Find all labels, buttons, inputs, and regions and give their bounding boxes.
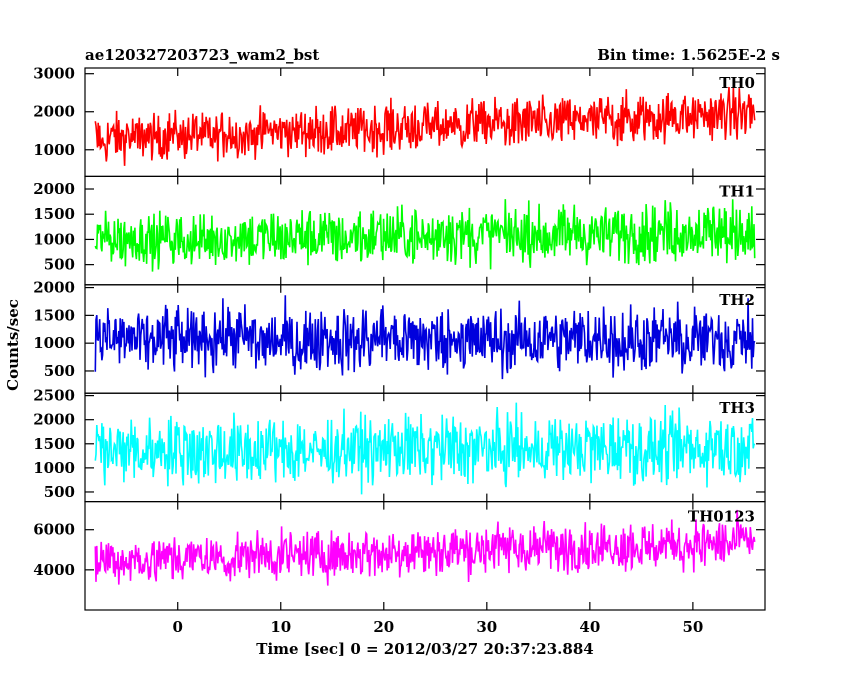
y-tick-label: 4000 — [33, 561, 75, 579]
x-tick-label: 10 — [270, 618, 291, 636]
y-tick-label: 1500 — [33, 205, 75, 223]
y-tick-label: 1000 — [33, 141, 75, 159]
series-line-th1 — [94, 199, 756, 272]
y-tick-label: 2000 — [33, 411, 75, 429]
x-tick-label: 0 — [173, 618, 183, 636]
panel-th3: 500 1000 1500 2000 2500 TH3 — [33, 387, 766, 503]
panel-label: TH3 — [719, 399, 755, 417]
y-tick-label: 6000 — [33, 521, 75, 539]
y-tick-label: 1000 — [33, 459, 75, 477]
panel-frame — [84, 501, 766, 611]
y-tick-label: 500 — [44, 256, 75, 274]
y-tick-label: 1500 — [33, 435, 75, 453]
panel-th1: 500 1000 1500 2000 TH1 — [33, 175, 766, 286]
panel-label: TH1 — [719, 182, 755, 200]
y-axis-label: Counts/sec — [4, 299, 22, 391]
chart-title: ae120327203723_wam2_bst — [85, 46, 319, 64]
y-tick-label: 500 — [44, 483, 75, 501]
y-tick-label: 2000 — [33, 103, 75, 121]
panel-th0123: 4000 6000 TH0123 — [33, 501, 766, 611]
y-tick-label: 2000 — [33, 279, 75, 297]
y-tick-label: 1500 — [33, 306, 75, 324]
x-tick-label: 20 — [373, 618, 394, 636]
panel-frame — [84, 67, 766, 178]
x-tick-label: 50 — [682, 618, 703, 636]
y-tick-label: 2000 — [33, 180, 75, 198]
bin-time-label: Bin time: 1.5625E-2 s — [597, 46, 780, 64]
y-tick-label: 1000 — [33, 230, 75, 248]
series-line-th0 — [94, 85, 756, 166]
y-tick-label: 1000 — [33, 334, 75, 352]
x-tick-label: 40 — [579, 618, 600, 636]
y-tick-label: 2500 — [33, 387, 75, 405]
x-axis-label: Time [sec] 0 = 2012/03/27 20:37:23.884 — [256, 640, 593, 658]
panel-th0: 1000 2000 3000 TH0 — [33, 65, 766, 178]
panel-th2: 500 1000 1500 2000 TH2 — [33, 279, 766, 394]
panel-label: TH2 — [719, 291, 755, 309]
series-line-th2 — [94, 295, 756, 380]
panel-label: TH0 — [719, 74, 755, 92]
series-line-th3 — [94, 402, 756, 495]
y-tick-label: 3000 — [33, 65, 75, 83]
panel-label: TH0123 — [688, 508, 755, 526]
y-tick-label: 500 — [44, 362, 75, 380]
x-tick-label: 30 — [476, 618, 497, 636]
series-line-th0123 — [94, 509, 756, 586]
